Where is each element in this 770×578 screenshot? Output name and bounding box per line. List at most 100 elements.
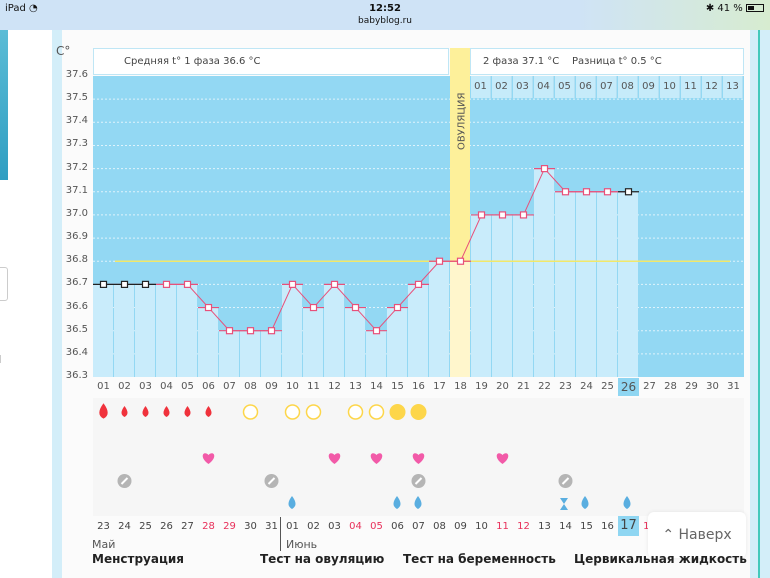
temp-point [582, 188, 591, 196]
x-day-label[interactable]: 22 [538, 381, 551, 392]
back-to-top-button[interactable]: ⌃ Наверх [648, 512, 746, 558]
x-day-label[interactable]: 14 [370, 381, 383, 392]
calendar-day[interactable]: 28 [202, 521, 215, 532]
temp-point [477, 211, 486, 219]
calendar-day[interactable]: 25 [139, 521, 152, 532]
temp-point [372, 327, 381, 335]
x-day-label[interactable]: 10 [286, 381, 299, 392]
calendar-day[interactable]: 06 [391, 521, 404, 532]
calendar-day[interactable]: 15 [580, 521, 593, 532]
calendar-day[interactable]: 01 [286, 521, 299, 532]
y-tick-label: 36.3 [65, 370, 88, 381]
x-day-label[interactable]: 31 [727, 381, 740, 392]
x-day-label[interactable]: 06 [202, 381, 215, 392]
x-day-label[interactable]: 02 [118, 381, 131, 392]
x-day-label[interactable]: 21 [517, 381, 530, 392]
calendar-day[interactable]: 02 [307, 521, 320, 532]
menstruation-drop-icon [121, 406, 128, 417]
x-day-label[interactable]: 01 [97, 381, 110, 392]
y-tick-label: 37.4 [65, 115, 88, 127]
x-day-label[interactable]: 23 [559, 381, 572, 392]
pill-icon-line [561, 477, 570, 485]
x-day-label[interactable]: 24 [580, 381, 593, 392]
x-day-label[interactable]: 08 [244, 381, 257, 392]
calendar-day[interactable]: 16 [601, 521, 614, 532]
phase2-day: 13 [723, 76, 743, 98]
calendar-day[interactable]: 07 [412, 521, 425, 532]
x-day-label[interactable]: 05 [181, 381, 194, 392]
battery-icon [746, 4, 764, 12]
calendar-day[interactable]: 10 [475, 521, 488, 532]
x-day-label[interactable]: 28 [664, 381, 677, 392]
x-day-label[interactable]: 30 [706, 381, 719, 392]
cervical-drop-icon [623, 496, 631, 509]
x-day-label[interactable]: 17 [433, 381, 446, 392]
x-day-label[interactable]: 27 [643, 381, 656, 392]
temp-point [246, 327, 255, 335]
month-june: Июнь [286, 538, 318, 551]
calendar-day[interactable]: 29 [223, 521, 236, 532]
unit-label: C° [56, 44, 71, 58]
x-day-label[interactable]: 19 [475, 381, 488, 392]
x-day-label[interactable]: 16 [412, 381, 425, 392]
calendar-day[interactable]: 30 [244, 521, 257, 532]
temp-bar [576, 191, 596, 377]
x-day-label[interactable]: 18 [454, 381, 467, 392]
y-tick-label: 36.5 [65, 323, 88, 335]
y-tick-label: 36.6 [65, 300, 88, 312]
legend-ovulation-test: Тест на овуляцию [260, 552, 385, 566]
calendar-day[interactable]: 23 [97, 521, 110, 532]
url-bar[interactable]: babyblog.ru [358, 16, 412, 26]
temp-bar [597, 191, 617, 377]
x-day-label[interactable]: 26 [618, 378, 639, 396]
x-day-label[interactable]: 13 [349, 381, 362, 392]
calendar-day[interactable]: 31 [265, 521, 278, 532]
temp-bar [555, 191, 575, 377]
menstruation-drop-icon [99, 403, 108, 419]
calendar-day[interactable]: 17 [618, 516, 639, 536]
x-day-label[interactable]: 11 [307, 381, 320, 392]
calendar-day[interactable]: 03 [328, 521, 341, 532]
temp-point [330, 280, 339, 288]
x-day-label[interactable]: 20 [496, 381, 509, 392]
x-day-label[interactable]: 15 [391, 381, 404, 392]
ovulation-test-positive-icon [389, 404, 406, 420]
calendar-day[interactable]: 27 [181, 521, 194, 532]
x-day-label[interactable]: 29 [685, 381, 698, 392]
calendar-day[interactable]: 05 [370, 521, 383, 532]
temp-bar [324, 284, 344, 377]
calendar-day[interactable]: 04 [349, 521, 362, 532]
ovulation-label: ОВУЛЯЦИЯ [457, 93, 468, 151]
x-day-label[interactable]: 12 [328, 381, 341, 392]
x-day-label[interactable]: 04 [160, 381, 173, 392]
phase2-day: 04 [534, 76, 554, 98]
temp-point [603, 188, 612, 196]
heart-icon [370, 453, 383, 464]
right-scroll-bar[interactable] [758, 30, 770, 578]
legend-menstruation: Менструация [92, 552, 184, 566]
calendar-day[interactable]: 14 [559, 521, 572, 532]
x-day-label[interactable]: 07 [223, 381, 236, 392]
x-day-label[interactable]: 03 [139, 381, 152, 392]
heart-icon [496, 453, 509, 464]
temp-bar [492, 214, 512, 377]
y-tick-label: 37.5 [65, 92, 88, 104]
x-day-label[interactable]: 25 [601, 381, 614, 392]
x-day-label[interactable]: 09 [265, 381, 278, 392]
temp-bar [429, 261, 449, 377]
calendar-day[interactable]: 13 [538, 521, 551, 532]
calendar-day[interactable]: 24 [118, 521, 131, 532]
temp-difference: Разница t° 0.5 °C [572, 56, 662, 67]
calendar-day[interactable]: 08 [433, 521, 446, 532]
month-divider [280, 517, 281, 551]
phase2-summary: 2 фаза 37.1 °C Разница t° 0.5 °C [470, 48, 744, 75]
pill-icon-line [267, 477, 276, 485]
calendar-day[interactable]: 26 [160, 521, 173, 532]
calendar-day[interactable]: 09 [454, 521, 467, 532]
calendar-day[interactable]: 11 [496, 521, 509, 532]
calendar-day[interactable]: 12 [517, 521, 530, 532]
temp-point [162, 280, 171, 288]
temp-bar [156, 284, 176, 377]
temp-bar [303, 307, 323, 377]
